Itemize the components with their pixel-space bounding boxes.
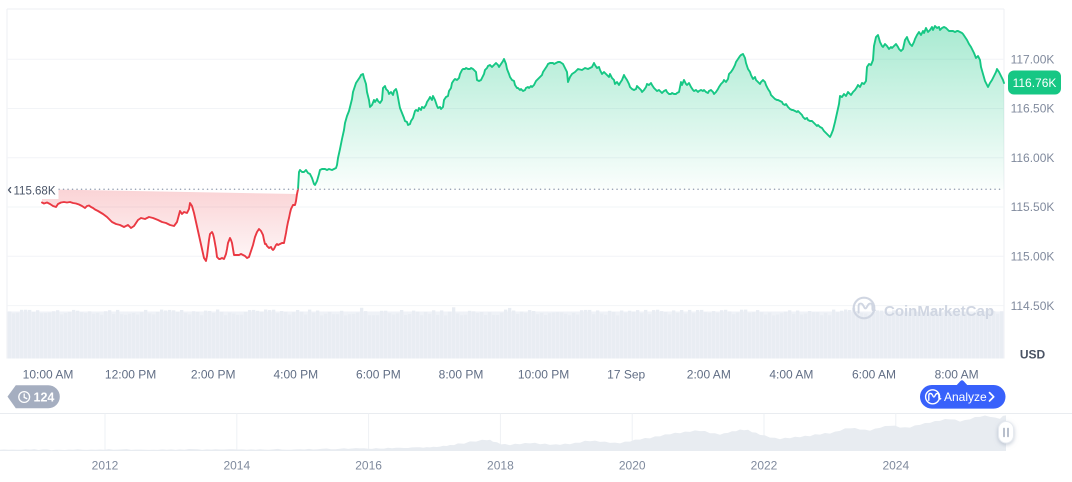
- svg-text:2016: 2016: [355, 459, 382, 473]
- svg-text:2020: 2020: [619, 459, 646, 473]
- svg-text:USD: USD: [1020, 347, 1046, 361]
- svg-text:117.00K: 117.00K: [1011, 53, 1055, 67]
- svg-text:4:00 PM: 4:00 PM: [273, 367, 318, 381]
- svg-text:2012: 2012: [92, 459, 119, 473]
- svg-text:2024: 2024: [882, 459, 909, 473]
- svg-text:115.00K: 115.00K: [1011, 250, 1055, 264]
- svg-text:10:00 AM: 10:00 AM: [23, 367, 74, 381]
- svg-text:6:00 AM: 6:00 AM: [852, 367, 896, 381]
- svg-text:17 Sep: 17 Sep: [607, 367, 645, 381]
- svg-text:6:00 PM: 6:00 PM: [356, 367, 401, 381]
- svg-text:2022: 2022: [751, 459, 778, 473]
- svg-text:116.00K: 116.00K: [1011, 151, 1055, 165]
- svg-text:CoinMarketCap: CoinMarketCap: [884, 303, 994, 320]
- svg-text:12:00 PM: 12:00 PM: [105, 367, 156, 381]
- svg-text:116.76K: 116.76K: [1013, 76, 1057, 90]
- svg-text:2:00 AM: 2:00 AM: [687, 367, 731, 381]
- svg-text:2018: 2018: [487, 459, 514, 473]
- svg-text:124: 124: [34, 390, 55, 404]
- svg-text:116.50K: 116.50K: [1011, 102, 1055, 116]
- svg-text:8:00 PM: 8:00 PM: [439, 367, 484, 381]
- svg-text:114.50K: 114.50K: [1011, 299, 1055, 313]
- svg-text:115.50K: 115.50K: [1011, 200, 1055, 214]
- svg-text:2014: 2014: [223, 459, 250, 473]
- svg-text:115.68K: 115.68K: [14, 185, 56, 197]
- svg-text:8:00 AM: 8:00 AM: [935, 367, 979, 381]
- svg-text:2:00 PM: 2:00 PM: [191, 367, 236, 381]
- svg-text:4:00 AM: 4:00 AM: [769, 367, 813, 381]
- svg-text:Analyze: Analyze: [944, 390, 987, 404]
- svg-text:10:00 PM: 10:00 PM: [518, 367, 569, 381]
